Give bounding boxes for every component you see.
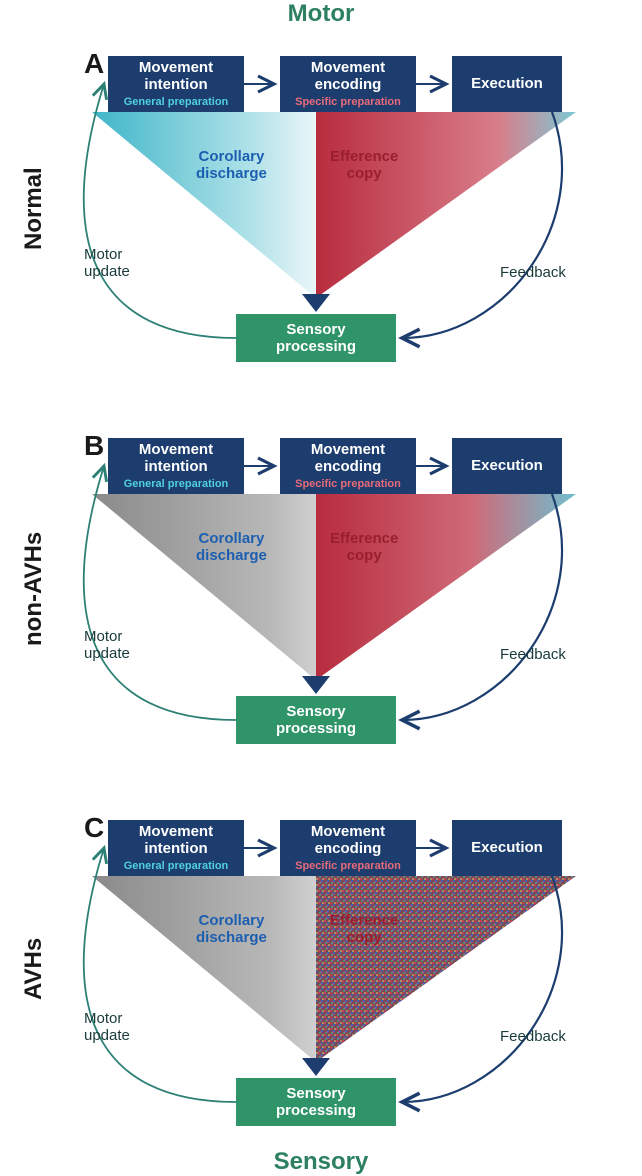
efference-label: Efference copy bbox=[330, 148, 398, 183]
box-encoding-title: Movement encoding bbox=[311, 441, 385, 476]
box-execution-title: Execution bbox=[471, 457, 543, 474]
motor-update-arrow bbox=[84, 848, 236, 1102]
efference-label: Efference copy bbox=[330, 530, 398, 565]
corollary-label: Corollary discharge bbox=[196, 912, 267, 947]
panel-C: AVHs Movement intention General preparatio… bbox=[0, 782, 642, 1162]
efference-label: Efference copy bbox=[330, 912, 398, 947]
box-intention-sub: General preparation bbox=[124, 478, 229, 491]
box-intention-title: Movement intention bbox=[139, 441, 213, 476]
box-sensory-title: Sensory processing bbox=[276, 703, 356, 738]
box-sensory: Sensory processing bbox=[236, 696, 396, 744]
box-execution: Execution bbox=[452, 56, 562, 112]
box-encoding-title: Movement encoding bbox=[311, 823, 385, 858]
cone-apex-arrow bbox=[302, 676, 330, 694]
box-intention-title: Movement intention bbox=[139, 823, 213, 858]
side-label-C: AVHs bbox=[20, 938, 48, 1000]
box-intention: Movement intention General preparation bbox=[108, 820, 244, 876]
box-execution-title: Execution bbox=[471, 839, 543, 856]
box-intention-sub: General preparation bbox=[124, 96, 229, 109]
corollary-label: Corollary discharge bbox=[196, 148, 267, 183]
feedback-arrow bbox=[402, 112, 562, 338]
box-encoding-title: Movement encoding bbox=[311, 59, 385, 94]
panel-letter-C: C bbox=[84, 812, 104, 844]
box-execution-title: Execution bbox=[471, 75, 543, 92]
panel-letter-A: A bbox=[84, 48, 104, 80]
feedback-arrow bbox=[402, 494, 562, 720]
side-label-B: non-AVHs bbox=[20, 532, 48, 646]
box-sensory: Sensory processing bbox=[236, 1078, 396, 1126]
box-encoding-sub: Specific preparation bbox=[295, 478, 401, 491]
box-encoding: Movement encoding Specific preparation bbox=[280, 56, 416, 112]
cone-apex-arrow bbox=[302, 294, 330, 312]
motor-update-label: Motor update bbox=[84, 246, 130, 280]
box-sensory-title: Sensory processing bbox=[276, 1085, 356, 1120]
box-execution: Execution bbox=[452, 820, 562, 876]
box-intention-title: Movement intention bbox=[139, 59, 213, 94]
panel-B: non-AVHs Movement intention General prepar… bbox=[0, 400, 642, 780]
box-intention-sub: General preparation bbox=[124, 860, 229, 873]
box-encoding: Movement encoding Specific preparation bbox=[280, 438, 416, 494]
panel-A: Normal Movement intention General preparat… bbox=[0, 18, 642, 398]
side-label-A: Normal bbox=[20, 167, 48, 250]
motor-update-arrow bbox=[84, 466, 236, 720]
feedback-label: Feedback bbox=[500, 1028, 566, 1045]
cone-apex-arrow bbox=[302, 1058, 330, 1076]
motor-update-label: Motor update bbox=[84, 628, 130, 662]
motor-update-label: Motor update bbox=[84, 1010, 130, 1044]
corollary-label: Corollary discharge bbox=[196, 530, 267, 565]
box-encoding-sub: Specific preparation bbox=[295, 96, 401, 109]
box-encoding: Movement encoding Specific preparation bbox=[280, 820, 416, 876]
box-sensory-title: Sensory processing bbox=[276, 321, 356, 356]
feedback-arrow bbox=[402, 876, 562, 1102]
box-sensory: Sensory processing bbox=[236, 314, 396, 362]
panel-letter-B: B bbox=[84, 430, 104, 462]
motor-update-arrow bbox=[84, 84, 236, 338]
box-intention: Movement intention General preparation bbox=[108, 438, 244, 494]
box-execution: Execution bbox=[452, 438, 562, 494]
box-encoding-sub: Specific preparation bbox=[295, 860, 401, 873]
feedback-label: Feedback bbox=[500, 264, 566, 281]
box-intention: Movement intention General preparation bbox=[108, 56, 244, 112]
feedback-label: Feedback bbox=[500, 646, 566, 663]
